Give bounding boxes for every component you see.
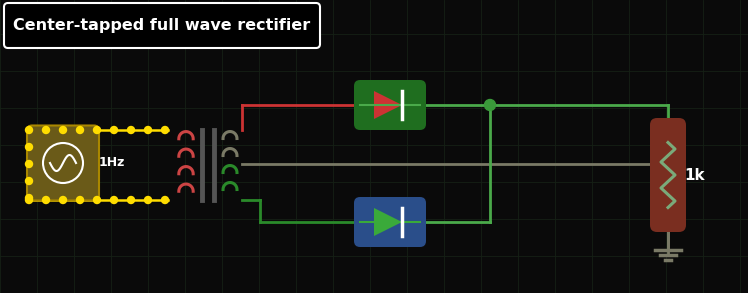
Circle shape xyxy=(162,197,168,204)
Circle shape xyxy=(94,197,100,204)
Circle shape xyxy=(127,127,135,134)
FancyBboxPatch shape xyxy=(354,80,426,130)
Text: 1k: 1k xyxy=(684,168,705,183)
Circle shape xyxy=(111,197,117,204)
FancyBboxPatch shape xyxy=(650,118,686,232)
Circle shape xyxy=(43,127,49,134)
FancyBboxPatch shape xyxy=(354,197,426,247)
Circle shape xyxy=(485,100,495,110)
Circle shape xyxy=(144,197,152,204)
Text: 1Hz: 1Hz xyxy=(99,156,126,169)
Circle shape xyxy=(43,197,49,204)
FancyBboxPatch shape xyxy=(4,3,320,48)
Circle shape xyxy=(76,127,84,134)
Circle shape xyxy=(25,197,32,204)
Polygon shape xyxy=(374,208,402,236)
FancyBboxPatch shape xyxy=(27,125,99,200)
Circle shape xyxy=(25,195,32,202)
Circle shape xyxy=(162,127,168,134)
Circle shape xyxy=(25,127,32,134)
Circle shape xyxy=(94,127,100,134)
Circle shape xyxy=(76,197,84,204)
Circle shape xyxy=(60,127,67,134)
Circle shape xyxy=(25,144,32,151)
Circle shape xyxy=(144,127,152,134)
Circle shape xyxy=(111,127,117,134)
Circle shape xyxy=(127,197,135,204)
Circle shape xyxy=(60,197,67,204)
Text: Center-tapped full wave rectifier: Center-tapped full wave rectifier xyxy=(13,18,310,33)
Polygon shape xyxy=(374,91,402,119)
Circle shape xyxy=(25,178,32,185)
Circle shape xyxy=(25,161,32,168)
